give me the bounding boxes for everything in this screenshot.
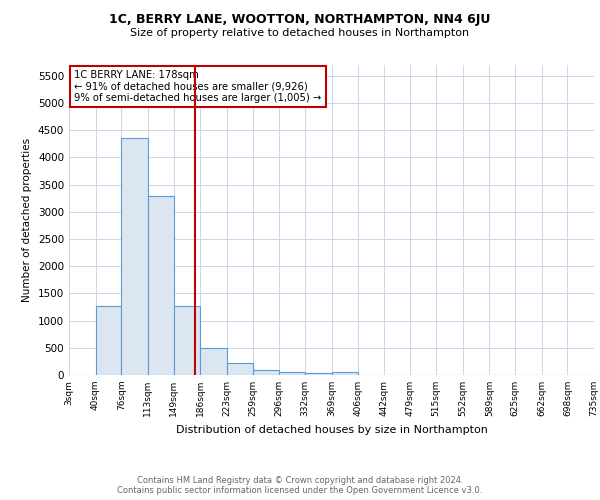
Bar	[279, 372, 305, 375]
Text: Size of property relative to detached houses in Northampton: Size of property relative to detached ho…	[130, 28, 470, 38]
Bar	[331, 372, 358, 375]
Y-axis label: Number of detached properties: Number of detached properties	[22, 138, 32, 302]
Bar	[253, 370, 279, 375]
Bar	[95, 306, 121, 375]
Bar	[174, 306, 200, 375]
Text: Contains HM Land Registry data © Crown copyright and database right 2024.
Contai: Contains HM Land Registry data © Crown c…	[118, 476, 482, 495]
Text: 1C, BERRY LANE, WOOTTON, NORTHAMPTON, NN4 6JU: 1C, BERRY LANE, WOOTTON, NORTHAMPTON, NN…	[109, 12, 491, 26]
Bar	[305, 372, 331, 375]
Bar	[121, 138, 148, 375]
Text: 1C BERRY LANE: 178sqm
← 91% of detached houses are smaller (9,926)
9% of semi-de: 1C BERRY LANE: 178sqm ← 91% of detached …	[74, 70, 322, 103]
Bar	[148, 196, 174, 375]
Bar	[227, 364, 253, 375]
X-axis label: Distribution of detached houses by size in Northampton: Distribution of detached houses by size …	[176, 424, 487, 434]
Bar	[200, 348, 227, 375]
